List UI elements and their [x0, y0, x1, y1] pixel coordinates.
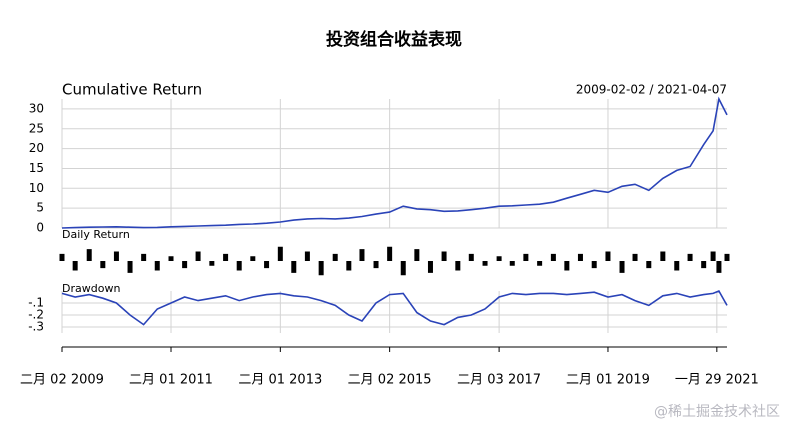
bar — [154, 261, 160, 271]
y-tick-label: 0 — [36, 221, 44, 235]
bar — [195, 251, 201, 261]
bar — [250, 256, 256, 261]
bar — [716, 261, 722, 273]
bar — [496, 256, 502, 261]
bar — [223, 253, 229, 261]
bar — [141, 253, 147, 261]
bar — [86, 249, 92, 261]
bar — [264, 261, 270, 269]
bar — [523, 253, 529, 261]
bar — [577, 253, 583, 261]
x-tick-label: 二月 01 2011 — [129, 373, 213, 388]
bar — [332, 253, 338, 261]
x-tick-label: 二月 01 2019 — [566, 373, 650, 388]
bar — [236, 261, 242, 271]
bar — [632, 253, 638, 261]
bar — [182, 261, 188, 269]
x-tick-label: 一月 29 2021 — [675, 373, 759, 388]
y-tick-label: -.2 — [28, 308, 44, 322]
panel-title: Daily Return — [62, 228, 130, 241]
bar — [619, 261, 625, 273]
x-tick-label: 二月 03 2017 — [457, 373, 541, 388]
bar — [537, 261, 543, 266]
bar — [441, 251, 447, 261]
bar — [291, 261, 297, 273]
bar — [455, 261, 461, 271]
bar — [687, 253, 693, 261]
bar — [100, 261, 106, 269]
x-tick-label: 二月 02 2009 — [20, 373, 104, 388]
bar — [482, 261, 488, 266]
chart-title: 投资组合收益表现 — [326, 29, 462, 50]
panel-title: Cumulative Return — [62, 81, 202, 99]
bar — [127, 261, 133, 273]
watermark: @稀土掘金技术社区 — [654, 404, 780, 420]
bar — [468, 253, 474, 261]
bar — [550, 253, 556, 261]
bar — [387, 246, 393, 261]
bar — [400, 261, 406, 276]
bar — [113, 251, 119, 261]
bar — [591, 261, 597, 269]
bar — [72, 261, 78, 271]
x-tick-label: 二月 01 2013 — [238, 373, 322, 388]
bar — [373, 261, 379, 269]
bar — [724, 253, 730, 261]
y-tick-label: 30 — [29, 101, 44, 115]
y-tick-label: 25 — [29, 121, 44, 135]
bar — [710, 251, 716, 261]
y-tick-label: 15 — [29, 161, 44, 175]
line-series — [61, 289, 728, 326]
y-tick-label: -.1 — [28, 296, 44, 310]
bar — [304, 251, 310, 261]
bar — [660, 251, 666, 261]
bar — [427, 261, 433, 273]
bar — [674, 261, 680, 271]
y-tick-label: 10 — [29, 181, 44, 195]
x-tick-label: 二月 02 2015 — [348, 373, 432, 388]
bar — [359, 249, 365, 261]
panel-title: Drawdown — [62, 282, 120, 295]
bar — [168, 256, 174, 261]
bar — [277, 246, 283, 261]
bar — [59, 253, 65, 261]
bar — [346, 261, 352, 271]
bar — [701, 261, 707, 269]
y-tick-label: 20 — [29, 141, 44, 155]
date-range: 2009-02-02 / 2021-04-07 — [576, 83, 727, 97]
y-tick-label: 5 — [36, 201, 44, 215]
bar — [564, 261, 570, 271]
bar — [646, 261, 652, 269]
bar — [414, 249, 420, 261]
bar — [509, 261, 515, 266]
line-series — [61, 96, 728, 229]
y-tick-label: -.3 — [28, 320, 44, 334]
bar — [605, 251, 611, 261]
bar — [318, 261, 324, 276]
bar — [209, 261, 215, 266]
